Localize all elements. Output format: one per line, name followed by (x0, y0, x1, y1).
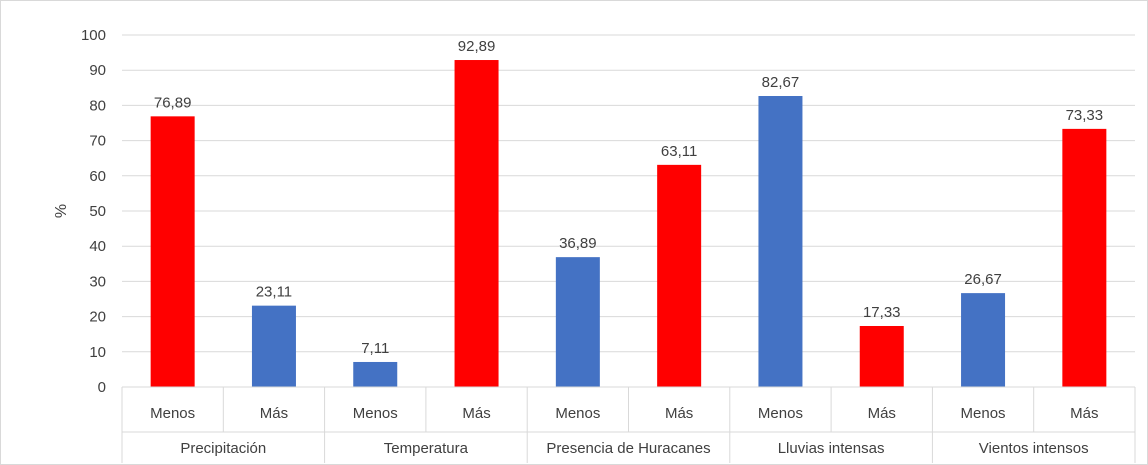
bar (758, 96, 803, 388)
bar (961, 293, 1006, 387)
y-tick-label: 30 (89, 273, 106, 290)
data-label: 23,11 (256, 284, 292, 301)
data-label: 7,11 (361, 340, 389, 357)
y-tick-label: 60 (89, 168, 106, 185)
bar (353, 361, 398, 387)
y-axis-label: % (53, 204, 70, 218)
bar (1062, 128, 1107, 387)
data-label: 73,33 (1066, 107, 1104, 124)
group-label: Precipitación (180, 440, 266, 457)
category-label: Más (1070, 405, 1098, 422)
data-label: 63,11 (661, 143, 697, 160)
y-tick-label: 50 (89, 203, 106, 220)
y-tick-label: 70 (89, 133, 106, 150)
category-label: Más (868, 405, 896, 422)
y-tick-label: 20 (89, 309, 106, 326)
bar (150, 116, 195, 387)
data-label: 17,33 (863, 304, 901, 321)
category-label: Menos (555, 405, 600, 422)
y-tick-label: 100 (81, 27, 106, 44)
category-label: Menos (961, 405, 1006, 422)
y-tick-label: 0 (98, 379, 106, 396)
category-label: Menos (758, 405, 803, 422)
category-label: Más (462, 405, 490, 422)
data-label: 36,89 (559, 235, 597, 252)
y-tick-label: 80 (89, 97, 106, 114)
data-label: 92,89 (458, 38, 496, 55)
group-label: Lluvias intensas (778, 440, 885, 457)
group-label: Vientos intensos (979, 440, 1089, 457)
category-label: Menos (353, 405, 398, 422)
category-label: Más (665, 405, 693, 422)
bar (555, 257, 600, 387)
bar (657, 164, 702, 387)
bar (251, 305, 296, 387)
data-label: 76,89 (154, 94, 192, 111)
bar (859, 325, 904, 387)
category-label: Más (260, 405, 288, 422)
y-tick-label: 90 (89, 62, 106, 79)
data-label: 26,67 (964, 271, 1002, 288)
category-label: Menos (150, 405, 195, 422)
bar (454, 60, 499, 388)
y-tick-label: 40 (89, 238, 106, 255)
y-tick-label: 10 (89, 344, 106, 361)
group-label: Temperatura (384, 440, 469, 457)
data-label: 82,67 (762, 74, 800, 91)
group-label: Presencia de Huracanes (546, 440, 710, 457)
